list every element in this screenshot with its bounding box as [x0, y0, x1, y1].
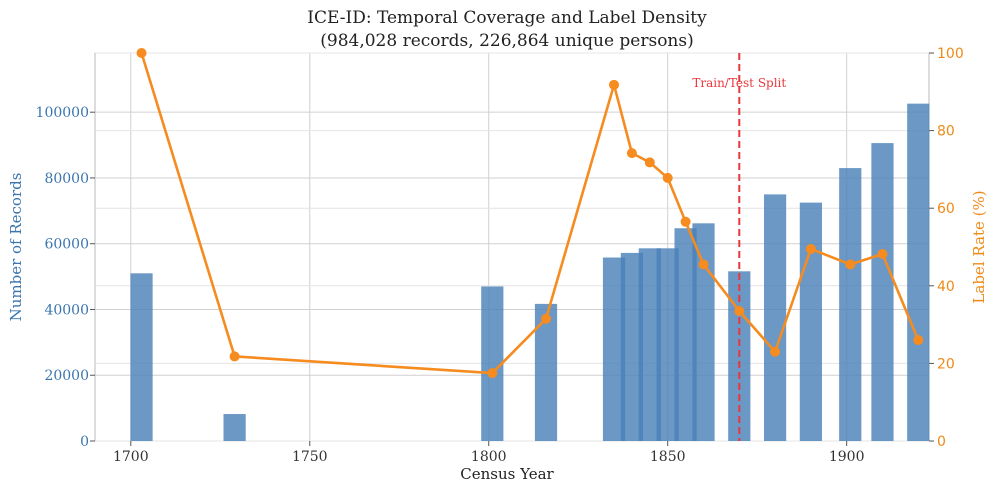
label-rate-point-1920 [913, 335, 924, 346]
bar-1890 [799, 202, 822, 441]
bar-1920 [907, 103, 930, 441]
y2-axis-label: Label Rate (%) [970, 190, 988, 303]
label-rate-point-1801 [487, 368, 498, 379]
x-tick-label: 1900 [829, 449, 865, 465]
y-tick-label: 60000 [44, 237, 89, 253]
train-test-split-label: Train/Test Split [692, 76, 786, 90]
bar-1703 [130, 273, 153, 441]
bar-series [130, 103, 930, 441]
bar-1880 [763, 194, 787, 441]
y2-tick-label: 100 [937, 46, 964, 62]
label-rate-point-1870 [734, 306, 745, 317]
plot-area [94, 52, 930, 442]
label-rate-point-1816 [541, 313, 552, 324]
label-rate-point-1855 [680, 216, 691, 227]
label-rate-point-1840 [626, 148, 637, 159]
bar-1801 [481, 286, 504, 441]
y2-tick-label: 20 [937, 356, 955, 372]
bar-1840 [620, 252, 644, 441]
label-rate-point-1910 [877, 248, 888, 259]
x-tick-label: 1700 [113, 449, 149, 465]
y-tick-label: 20000 [44, 368, 89, 384]
y2-tick-label: 0 [937, 434, 946, 450]
label-rate-point-1850 [662, 172, 673, 183]
bar-1901 [839, 168, 862, 441]
x-tick-label: 1800 [471, 449, 507, 465]
label-rate-point-1880 [770, 346, 781, 357]
y-tick-label: 100000 [36, 105, 89, 121]
line-series [136, 48, 924, 379]
x-tick-label: 1850 [650, 449, 686, 465]
label-rate-point-1890 [805, 243, 816, 254]
split-annotation-group: Train/Test Split [692, 53, 786, 441]
x-axis-label: Census Year [460, 465, 554, 483]
x-tick-label: 1750 [292, 449, 328, 465]
bar-1845 [638, 248, 661, 441]
chart-subtitle: (984,028 records, 226,864 unique persons… [320, 31, 694, 51]
axes: 1700 1750 1800 1850 1900 0 20000 40000 60000 8000… [36, 46, 964, 465]
chart-title: ICE-ID: Temporal Coverage and Label Dens… [307, 8, 707, 28]
label-rate-point-1845 [644, 157, 655, 168]
bar-1850 [656, 248, 679, 441]
label-rate-point-1901 [845, 259, 856, 270]
y-tick-label: 80000 [44, 171, 89, 187]
label-rate-point-1729 [229, 351, 240, 362]
label-rate-point-1703 [136, 48, 147, 58]
label-rate-line [140, 52, 920, 375]
bar-1835 [602, 257, 626, 441]
y-tick-label: 0 [80, 434, 89, 450]
bar-1860 [692, 223, 715, 441]
label-rate-point-1860 [698, 259, 709, 270]
y2-tick-label: 40 [937, 279, 955, 295]
bar-1816 [534, 303, 558, 441]
y-axis-label: Number of Records [7, 173, 25, 322]
y-tick-label: 40000 [44, 302, 89, 318]
label-rate-point-1835 [609, 79, 620, 90]
bar-1855 [674, 228, 697, 441]
bar-1729 [223, 414, 246, 441]
y2-tick-label: 60 [937, 201, 955, 217]
bar-1910 [871, 143, 894, 441]
y2-tick-label: 80 [937, 124, 955, 140]
